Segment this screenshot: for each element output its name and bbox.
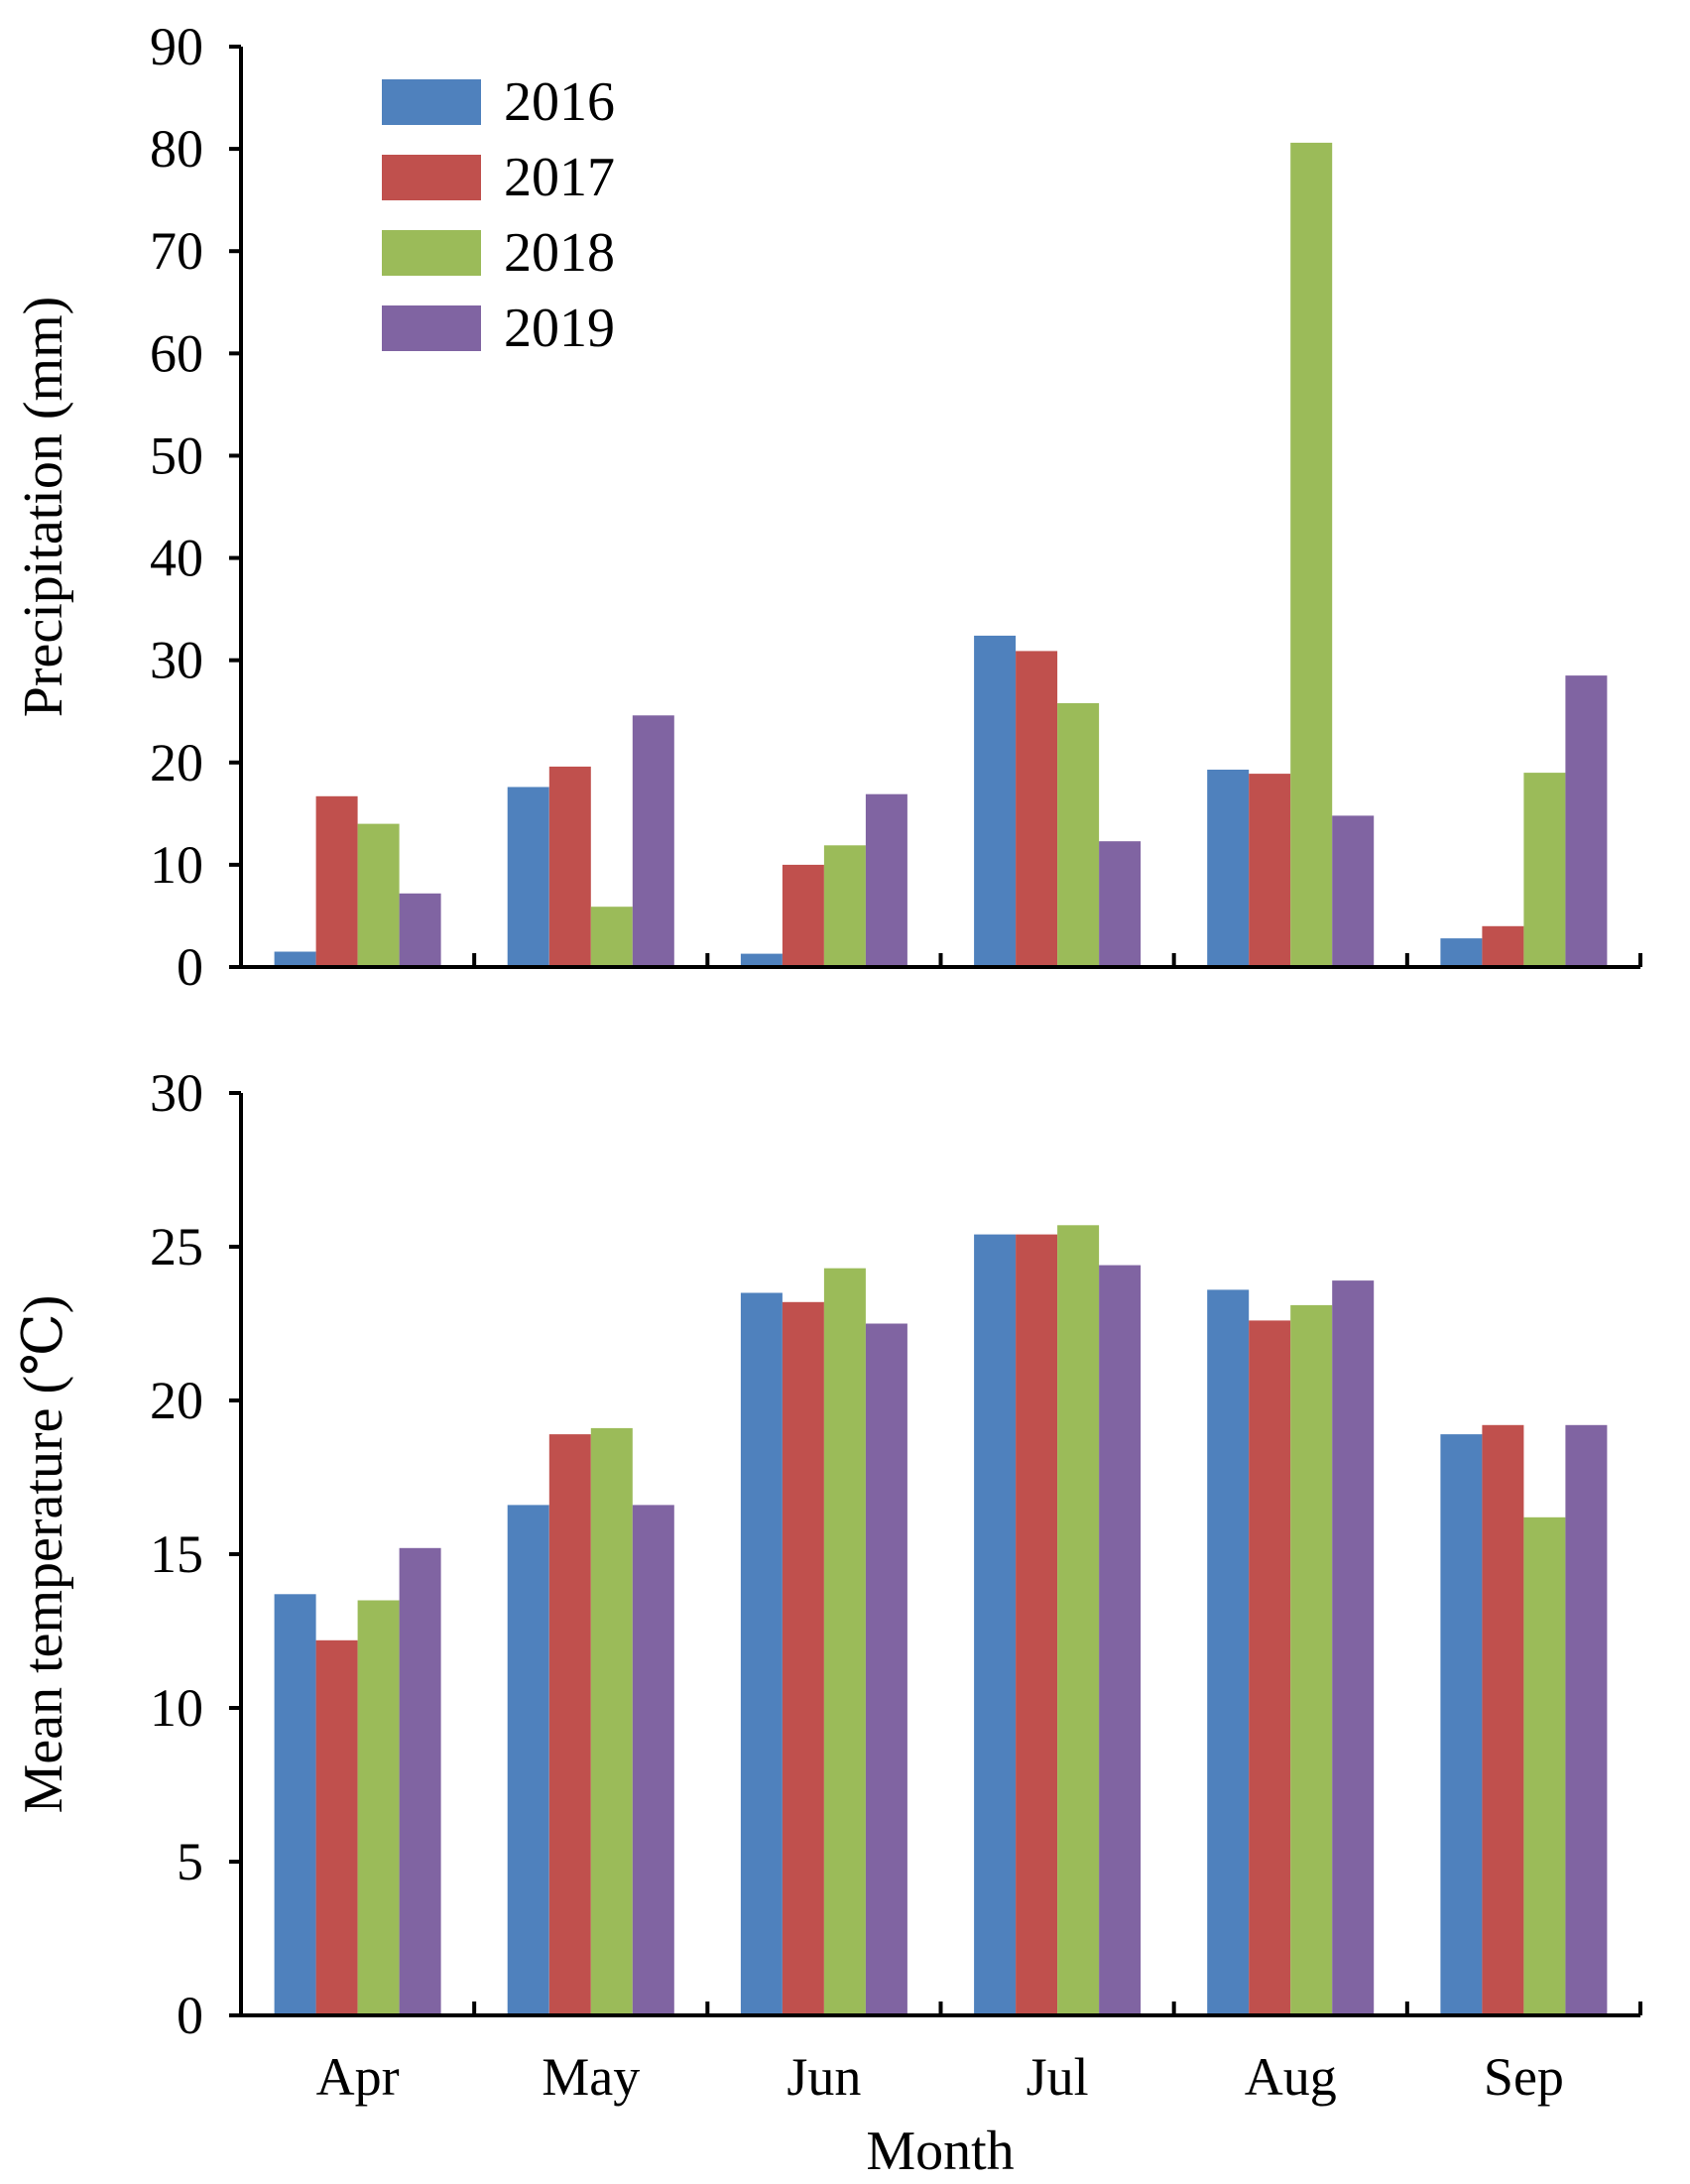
bar-aug-2016 <box>1207 770 1250 967</box>
y-tick-label: 30 <box>150 631 203 690</box>
bar-sep-2019 <box>1565 675 1608 967</box>
bar-aug-2017 <box>1249 774 1291 967</box>
bar-sep-2017 <box>1482 1424 1524 2015</box>
y-tick-label: 30 <box>150 1063 203 1123</box>
bar-apr-2019 <box>399 1547 441 2015</box>
bar-apr-2019 <box>399 893 441 967</box>
legend: 2016 2017 2018 2019 <box>382 71 615 359</box>
y-tick-label: 20 <box>150 1371 203 1430</box>
bar-may-2018 <box>590 907 633 967</box>
y-tick-label: 40 <box>150 529 203 588</box>
legend-label-2016: 2016 <box>504 71 615 133</box>
bar-jul-2016 <box>974 1234 1017 2015</box>
bar-jul-2016 <box>974 635 1017 967</box>
bar-jun-2017 <box>782 864 824 967</box>
y-tick-label: 50 <box>150 425 203 485</box>
bar-aug-2019 <box>1332 815 1375 967</box>
bar-apr-2018 <box>357 823 400 967</box>
bar-apr-2017 <box>315 795 358 967</box>
legend-swatch-2016 <box>382 79 481 125</box>
bar-apr-2018 <box>357 1600 400 2015</box>
y-tick-label: 10 <box>150 1678 203 1738</box>
bar-apr-2016 <box>274 1594 316 2015</box>
bar-aug-2019 <box>1332 1280 1375 2015</box>
x-tick-label: Sep <box>1484 2047 1564 2107</box>
bar-sep-2018 <box>1523 773 1566 967</box>
bar-apr-2017 <box>315 1639 358 2015</box>
bar-jul-2017 <box>1016 1234 1058 2015</box>
bar-apr-2016 <box>274 951 316 967</box>
y-tick-label: 80 <box>150 119 203 179</box>
bar-jul-2019 <box>1099 841 1142 967</box>
bar-may-2019 <box>632 1505 674 2015</box>
bar-aug-2017 <box>1249 1320 1291 2015</box>
x-tick-label: Jun <box>786 2047 861 2107</box>
bar-jun-2016 <box>740 1292 783 2015</box>
bar-aug-2018 <box>1290 142 1333 967</box>
bar-sep-2018 <box>1523 1517 1566 2015</box>
bar-jun-2017 <box>782 1301 824 2015</box>
bar-jun-2019 <box>865 1323 907 2015</box>
bar-jun-2019 <box>865 793 907 967</box>
bar-may-2018 <box>590 1427 633 2015</box>
legend-swatch-2018 <box>382 230 481 276</box>
y-tick-label: 5 <box>177 1832 203 1891</box>
x-tick-label: Apr <box>316 2047 400 2107</box>
bar-may-2016 <box>507 787 549 967</box>
bar-may-2017 <box>548 1434 591 2015</box>
bar-may-2017 <box>548 766 591 967</box>
temperature-chart: 0 5 10 15 20 25 30 Mean temperature (℃) Apr May Ju… <box>13 1063 1642 2182</box>
y-axis-title: Mean temperature (℃) <box>13 1295 74 1814</box>
y-tick-label: 60 <box>150 323 203 383</box>
y-tick-label: 90 <box>150 17 203 76</box>
x-tick-label: Aug <box>1245 2047 1337 2107</box>
legend-swatch-2017 <box>382 155 481 200</box>
bar-sep-2017 <box>1482 925 1524 967</box>
y-tick-label: 70 <box>150 221 203 281</box>
bar-aug-2016 <box>1207 1289 1250 2015</box>
x-tick-label: May <box>542 2047 640 2107</box>
legend-swatch-2019 <box>382 305 481 351</box>
bar-jun-2018 <box>823 845 866 967</box>
bar-aug-2018 <box>1290 1304 1333 2015</box>
bar-jun-2016 <box>740 953 783 967</box>
legend-label-2018: 2018 <box>504 222 615 284</box>
y-axis-title: Precipitation (mm) <box>13 297 74 718</box>
x-tick-label: Jul <box>1026 2047 1089 2107</box>
x-axis-title: Month <box>866 2121 1014 2182</box>
bar-jul-2018 <box>1057 703 1100 967</box>
y-tick-label: 20 <box>150 733 203 792</box>
y-tick-label: 10 <box>150 835 203 895</box>
bar-jun-2018 <box>823 1268 866 2015</box>
y-tick-label: 0 <box>177 1986 203 2045</box>
y-tick-label: 25 <box>150 1217 203 1276</box>
legend-label-2019: 2019 <box>504 298 615 359</box>
bar-sep-2019 <box>1565 1424 1608 2015</box>
bar-jul-2019 <box>1099 1265 1142 2015</box>
bar-jul-2018 <box>1057 1225 1100 2015</box>
bar-may-2016 <box>507 1505 549 2015</box>
legend-label-2017: 2017 <box>504 147 615 208</box>
bar-jul-2017 <box>1016 651 1058 967</box>
bar-sep-2016 <box>1440 938 1483 967</box>
bar-may-2019 <box>632 715 674 967</box>
y-tick-label: 15 <box>150 1524 203 1584</box>
bar-sep-2016 <box>1440 1434 1483 2015</box>
precipitation-chart: 0 10 20 30 40 50 60 70 80 90 Precipitation (mm) <box>13 17 1642 997</box>
y-tick-label: 0 <box>177 937 203 997</box>
